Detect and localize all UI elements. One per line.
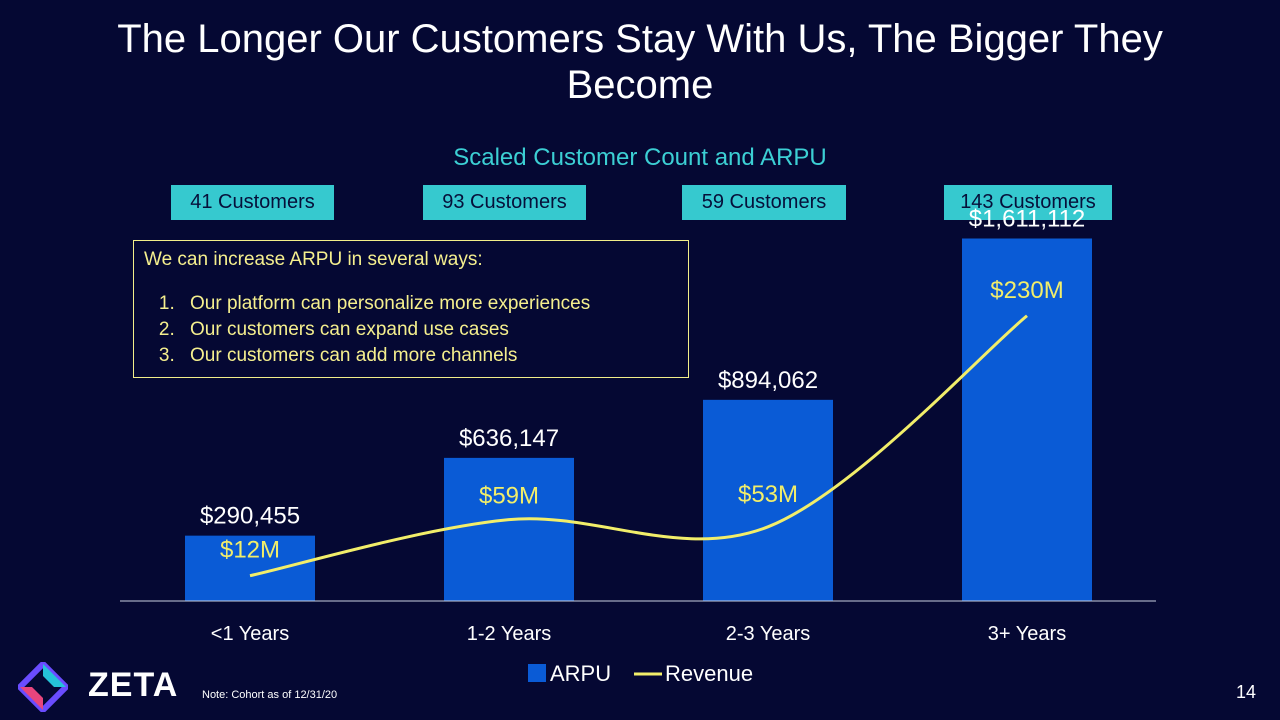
arpu-callout-box: We can increase ARPU in several ways: Ou…: [133, 240, 689, 378]
revenue-series-line: [249, 314, 1028, 578]
arpu-bar: [962, 238, 1092, 601]
chart-title: Scaled Customer Count and ARPU: [453, 144, 827, 171]
arpu-bar: [703, 399, 833, 601]
revenue-data-label: $230M: [990, 277, 1063, 304]
callout-list: Our platform can personalize more experi…: [144, 291, 678, 369]
callout-heading: We can increase ARPU in several ways:: [144, 249, 483, 270]
page-number: 14: [1235, 682, 1256, 702]
x-tick-label: <1 Years: [211, 623, 289, 645]
arpu-data-label: $1,611,112: [969, 205, 1086, 232]
x-tick-label: 1-2 Years: [467, 623, 552, 645]
arpu-data-label: $894,062: [718, 367, 818, 394]
customer-count-badge: 41 Customers: [171, 185, 334, 220]
revenue-data-label: $53M: [738, 481, 798, 508]
customer-count-badge: 59 Customers: [682, 185, 846, 220]
logo-wordmark: ZETA: [88, 666, 179, 704]
list-item: Our platform can personalize more experi…: [180, 291, 678, 317]
list-item: Our customers can add more channels: [180, 343, 678, 369]
page-title: The Longer Our Customers Stay With Us, T…: [117, 17, 1163, 107]
zeta-logo: ZETA: [18, 660, 177, 712]
zeta-diamond-icon: [18, 662, 68, 712]
arpu-data-label: $636,147: [459, 425, 559, 452]
customer-count-badge: 93 Customers: [423, 185, 586, 220]
revenue-data-label: $12M: [220, 537, 280, 564]
list-item: Our customers can expand use cases: [180, 317, 678, 343]
legend-arpu-label: ARPU: [550, 661, 611, 686]
arpu-data-label: $290,455: [200, 503, 300, 530]
x-tick-label: 3+ Years: [988, 623, 1066, 645]
revenue-data-label: $59M: [479, 483, 539, 510]
arpu-bar: [185, 535, 315, 601]
footnote: Note: Cohort as of 12/31/20: [202, 689, 338, 701]
customer-count-badge: 143 Customers: [944, 185, 1112, 220]
legend-arpu-swatch: [528, 664, 546, 682]
arpu-bar: [444, 457, 574, 601]
x-tick-label: 2-3 Years: [726, 623, 811, 645]
legend-revenue-label: Revenue: [665, 661, 753, 686]
